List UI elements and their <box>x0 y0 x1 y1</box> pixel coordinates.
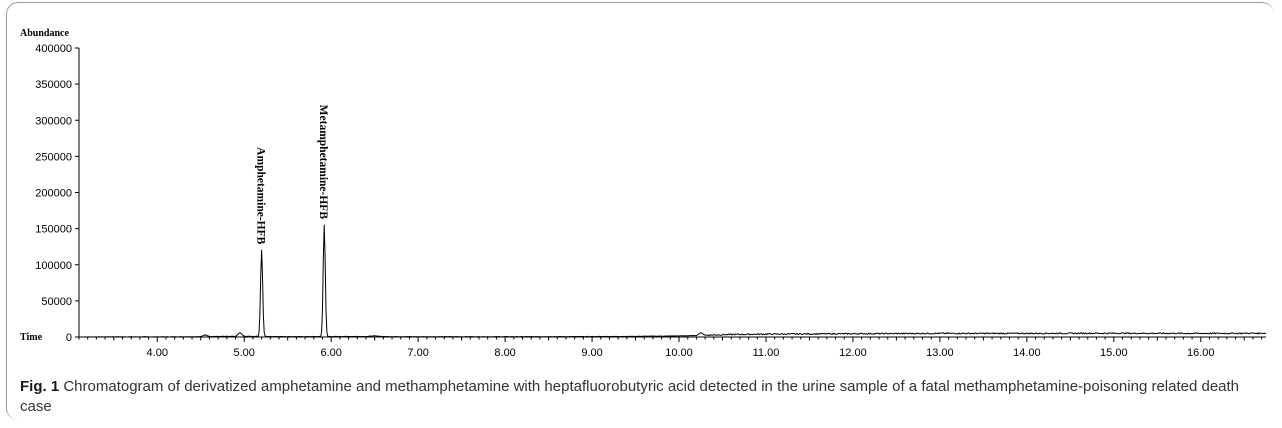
x-tick-label: 14.00 <box>1013 347 1041 359</box>
y-tick-label: 400000 <box>35 43 72 55</box>
y-axis-title: Abundance <box>20 28 69 39</box>
peak-labels: Amphetamine-HFB Metamphetamine-HFB <box>255 105 330 245</box>
peak-label: Metamphetamine-HFB <box>317 105 329 220</box>
peak-label: Amphetamine-HFB <box>255 147 267 244</box>
y-tick-label: 50000 <box>41 296 72 308</box>
x-tick-label: 9.00 <box>581 347 602 359</box>
figure-frame <box>6 2 1274 420</box>
y-tick-label: 300000 <box>35 115 72 127</box>
figure-label: Fig. 1 <box>20 378 60 395</box>
x-tick-label: 10.00 <box>665 347 693 359</box>
y-axis-ticks: 0 50000 100000 150000 200000 250000 300000 3500… <box>35 43 79 344</box>
x-tick-label: 11.00 <box>753 347 780 359</box>
x-axis-title: Time <box>20 332 43 343</box>
y-tick-label: 350000 <box>35 79 72 91</box>
y-tick-label: 100000 <box>35 260 72 272</box>
x-tick-label: 4.00 <box>147 347 168 359</box>
x-tick-label: 5.00 <box>234 347 255 359</box>
y-tick-label: 250000 <box>35 151 72 163</box>
x-tick-label: 13.00 <box>926 347 954 359</box>
chromatogram-trace <box>78 224 1267 338</box>
x-tick-label: 16.00 <box>1187 347 1215 359</box>
figure-caption-text: Chromatogram of derivatized amphetamine … <box>20 378 1240 415</box>
y-tick-label: 200000 <box>35 188 72 200</box>
x-tick-label: 6.00 <box>320 347 341 359</box>
chromatogram-chart: Abundance Time 0 50000 100000 150000 200000 2… <box>20 28 1267 359</box>
y-tick-label: 0 <box>66 332 72 344</box>
x-tick-label: 15.00 <box>1100 347 1128 359</box>
x-tick-label: 12.00 <box>839 347 867 359</box>
x-tick-label: 7.00 <box>407 347 428 359</box>
x-tick-label: 8.00 <box>494 347 515 359</box>
y-tick-label: 150000 <box>35 224 72 236</box>
x-axis-ticks: 4.00 5.00 6.00 7.00 8.00 9.00 10.00 11.00 12.00 1… <box>78 337 1263 359</box>
figure-caption: Fig. 1 Chromatogram of derivatized amphe… <box>20 377 1260 417</box>
